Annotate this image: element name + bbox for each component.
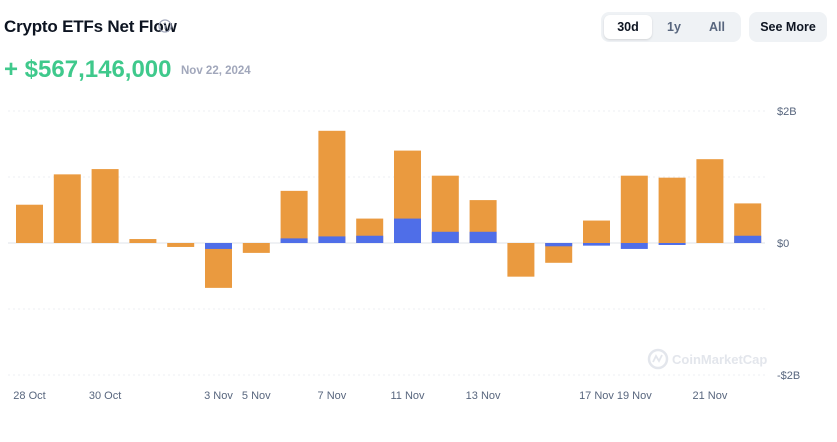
btc-bar[interactable] <box>507 243 535 277</box>
btc-bar[interactable] <box>658 177 686 243</box>
x-tick-label: 30 Oct <box>89 390 121 402</box>
x-tick-label: 28 Oct <box>13 390 45 402</box>
eth-bar[interactable] <box>469 231 497 243</box>
bar-group[interactable] <box>658 177 686 245</box>
bar-group[interactable] <box>620 175 648 249</box>
x-tick-label: 7 Nov <box>318 390 347 402</box>
bar-group[interactable] <box>545 243 573 263</box>
x-tick-label: 11 Nov <box>390 390 425 402</box>
eth-bar[interactable] <box>583 243 610 246</box>
bar-group[interactable] <box>734 203 762 243</box>
bar-group[interactable] <box>242 243 270 253</box>
y-tick-label: $2B <box>777 106 797 118</box>
bars <box>16 130 762 288</box>
bar-group[interactable] <box>431 175 459 243</box>
eth-bar[interactable] <box>280 238 308 243</box>
btc-bar[interactable] <box>53 174 81 243</box>
btc-bar[interactable] <box>91 169 119 243</box>
bar-group[interactable] <box>469 200 497 243</box>
btc-bar[interactable] <box>242 243 270 253</box>
chart-title: Crypto ETFs Net Flow <box>4 17 177 36</box>
eth-bar[interactable] <box>318 236 346 243</box>
bar-group[interactable] <box>91 169 119 243</box>
btc-bar[interactable] <box>167 243 195 247</box>
chart-header: Crypto ETFs Net Flow 30d 1y All See More <box>0 0 837 56</box>
bar-group[interactable] <box>205 243 232 288</box>
time-range-selector: 30d 1y All <box>601 12 741 42</box>
x-tick-label: 21 Nov <box>692 390 727 402</box>
see-more-button[interactable]: See More <box>749 12 827 42</box>
eth-bar[interactable] <box>431 231 459 243</box>
bar-group[interactable] <box>696 159 724 243</box>
eth-bar[interactable] <box>356 235 384 243</box>
watermark: CoinMarketCap <box>647 348 767 370</box>
btc-bar[interactable] <box>16 204 43 243</box>
bar-group[interactable] <box>16 204 43 243</box>
x-tick-label: 3 Nov <box>204 390 233 402</box>
eth-bar[interactable] <box>658 243 686 245</box>
x-tick-label: 5 Nov <box>242 390 271 402</box>
eth-bar[interactable] <box>394 218 421 243</box>
x-axis-labels: 28 Oct 30 Oct 3 Nov 5 Nov 7 Nov 11 Nov 13 Nov 1… <box>13 390 728 402</box>
btc-bar[interactable] <box>129 239 157 243</box>
range-30d-button[interactable]: 30d <box>604 15 652 39</box>
btc-bar[interactable] <box>318 130 346 243</box>
watermark-text: CoinMarketCap <box>672 352 767 367</box>
btc-bar[interactable] <box>280 190 308 243</box>
bar-group[interactable] <box>583 220 610 246</box>
x-tick-label: 13 Nov <box>466 390 501 402</box>
y-tick-label: $0 <box>777 238 789 250</box>
net-flow-chart: CoinMarketCap $2B $0 -$2B 28 Oct 30 Oct 3 No… <box>8 106 800 402</box>
x-tick-label: 19 Nov <box>617 390 652 402</box>
net-flow-value: + $567,146,000 <box>4 56 172 83</box>
btc-bar[interactable] <box>545 243 573 263</box>
watermark-logo-mark <box>652 354 663 363</box>
eth-bar[interactable] <box>620 243 648 249</box>
x-tick-label: 17 Nov <box>579 390 614 402</box>
gridlines <box>8 110 765 376</box>
bar-group[interactable] <box>167 243 195 247</box>
bar-group[interactable] <box>394 150 421 243</box>
range-all-button[interactable]: All <box>709 20 725 34</box>
bar-group[interactable] <box>507 243 535 277</box>
btc-bar[interactable] <box>583 220 610 243</box>
range-1y-button[interactable]: 1y <box>667 20 681 34</box>
btc-bar[interactable] <box>205 243 232 288</box>
bar-group[interactable] <box>53 174 81 243</box>
bar-group[interactable] <box>318 130 346 243</box>
net-flow-date: Nov 22, 2024 <box>181 65 251 77</box>
coinmarketcap-logo-icon <box>647 348 669 370</box>
eth-bar[interactable] <box>545 243 573 247</box>
btc-bar[interactable] <box>620 175 648 243</box>
bar-group[interactable] <box>356 218 384 243</box>
bar-group[interactable] <box>280 190 308 243</box>
bar-group[interactable] <box>129 239 157 243</box>
eth-bar[interactable] <box>734 235 762 243</box>
eth-bar[interactable] <box>205 243 232 249</box>
y-tick-label: -$2B <box>777 370 800 382</box>
btc-bar[interactable] <box>696 159 724 243</box>
info-icon[interactable] <box>158 19 172 33</box>
y-axis-labels: $2B $0 -$2B <box>777 106 800 382</box>
